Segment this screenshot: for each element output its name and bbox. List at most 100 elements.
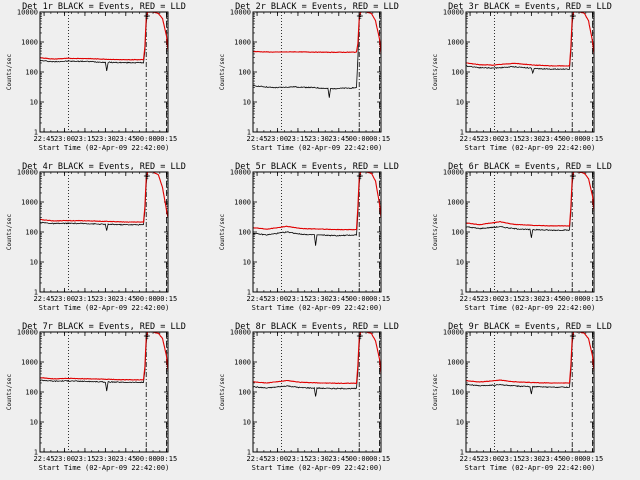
- y-tick-label: 100: [451, 229, 464, 237]
- x-tick-label: 22:45: [247, 295, 268, 303]
- y-axis-label: Counts/sec: [6, 374, 13, 411]
- panel-title: Det 5r BLACK = Events, RED = LLD: [235, 162, 399, 172]
- x-tick-label: 23:00: [480, 135, 501, 143]
- series-line-events: [253, 12, 361, 98]
- x-tick-label: 22:45: [247, 135, 268, 143]
- y-tick-label: 10000: [17, 9, 38, 17]
- x-tick-label: 23:30: [308, 135, 329, 143]
- y-tick-label: 10: [243, 259, 251, 267]
- plot-area: [40, 172, 168, 292]
- detector-panel-1: Det 1r BLACK = Events, RED = LLD Counts/s…: [6, 2, 186, 152]
- plot-area: [466, 332, 594, 452]
- x-tick-label: 22:45: [460, 135, 481, 143]
- y-tick-label: 100: [238, 69, 251, 77]
- panel-title: Det 4r BLACK = Events, RED = LLD: [22, 162, 186, 172]
- y-tick-label: 1000: [21, 359, 38, 367]
- y-tick-label: 1000: [21, 199, 38, 207]
- panel-title: Det 2r BLACK = Events, RED = LLD: [235, 2, 399, 12]
- series-line-events: [40, 332, 148, 392]
- plot-area: [253, 332, 381, 452]
- y-tick-label: 10: [456, 259, 464, 267]
- x-tick-label: 23:30: [95, 295, 116, 303]
- x-tick-label: 22:45: [34, 295, 55, 303]
- x-tick-label: 00:15: [369, 455, 390, 463]
- x-tick-label: 22:45: [460, 455, 481, 463]
- x-tick-label: 00:00: [136, 295, 157, 303]
- plot-frame: [465, 11, 595, 133]
- detector-panel-6: Det 6r BLACK = Events, RED = LLD Counts/s…: [432, 162, 612, 312]
- marker-label: E: [571, 14, 575, 21]
- marker-label: E: [145, 14, 149, 21]
- x-axis-label: Start Time (02-Apr-09 22:42:00): [252, 144, 383, 152]
- y-axis-label: Counts/sec: [219, 214, 226, 251]
- series-line-lld: [253, 12, 381, 54]
- x-tick-label: 00:00: [562, 455, 583, 463]
- x-tick-label: 23:30: [521, 135, 542, 143]
- y-tick-label: 1000: [447, 199, 464, 207]
- series-line-events: [253, 172, 361, 246]
- x-tick-label: 23:45: [541, 455, 562, 463]
- y-tick-label: 100: [25, 389, 38, 397]
- detector-panel-9: Det 9r BLACK = Events, RED = LLD Counts/s…: [432, 322, 612, 472]
- panel-title: Det 8r BLACK = Events, RED = LLD: [235, 322, 399, 332]
- x-tick-label: 23:00: [267, 455, 288, 463]
- panel-title: Det 3r BLACK = Events, RED = LLD: [448, 2, 612, 12]
- series-line-events: [466, 172, 574, 238]
- marker-label: E: [358, 14, 362, 21]
- x-tick-label: 23:15: [287, 455, 308, 463]
- plot-frame: [252, 171, 382, 293]
- marker-label: E: [145, 174, 149, 181]
- y-tick-label: 100: [25, 69, 38, 77]
- y-tick-label: 1000: [234, 199, 251, 207]
- panel-grid: Det 1r BLACK = Events, RED = LLD Counts/s…: [6, 2, 612, 472]
- y-tick-label: 1000: [234, 359, 251, 367]
- y-axis-label: Counts/sec: [432, 54, 439, 91]
- plot-frame: [465, 331, 595, 453]
- y-tick-label: 10000: [17, 169, 38, 177]
- x-tick-label: 23:30: [95, 455, 116, 463]
- x-tick-label: 23:30: [308, 455, 329, 463]
- y-tick-label: 1: [34, 129, 38, 137]
- detector-panel-3: Det 3r BLACK = Events, RED = LLD Counts/s…: [432, 2, 612, 152]
- x-tick-label: 23:45: [115, 135, 136, 143]
- x-tick-label: 23:45: [328, 135, 349, 143]
- y-tick-label: 10000: [443, 169, 464, 177]
- y-tick-label: 100: [451, 69, 464, 77]
- y-tick-label: 10: [456, 419, 464, 427]
- x-tick-label: 23:15: [500, 455, 521, 463]
- x-tick-label: 23:00: [267, 135, 288, 143]
- x-tick-label: 23:15: [74, 455, 95, 463]
- x-tick-label: 23:45: [115, 295, 136, 303]
- y-tick-label: 10000: [230, 9, 251, 17]
- x-axis-label: Start Time (02-Apr-09 22:42:00): [252, 464, 383, 472]
- x-tick-label: 00:15: [156, 135, 177, 143]
- plot-frame: [39, 331, 169, 453]
- x-tick-label: 00:15: [369, 295, 390, 303]
- x-tick-label: 23:00: [54, 295, 75, 303]
- plot-frame: [252, 11, 382, 133]
- y-tick-label: 100: [238, 229, 251, 237]
- x-tick-label: 23:30: [521, 295, 542, 303]
- x-tick-label: 23:00: [267, 295, 288, 303]
- detector-panel-2: Det 2r BLACK = Events, RED = LLD Counts/s…: [219, 2, 399, 152]
- panel-title: Det 7r BLACK = Events, RED = LLD: [22, 322, 186, 332]
- x-axis-label: Start Time (02-Apr-09 22:42:00): [465, 144, 596, 152]
- detector-panel-7: Det 7r BLACK = Events, RED = LLD Counts/s…: [6, 322, 186, 472]
- panel-title: Det 9r BLACK = Events, RED = LLD: [448, 322, 612, 332]
- x-tick-label: 22:45: [34, 455, 55, 463]
- series-line-lld: [253, 332, 381, 385]
- marker-label: E: [571, 334, 575, 341]
- x-tick-label: 00:00: [136, 135, 157, 143]
- y-tick-label: 10000: [443, 9, 464, 17]
- x-tick-label: 00:00: [349, 295, 370, 303]
- y-axis-label: Counts/sec: [432, 374, 439, 411]
- x-tick-label: 23:30: [95, 135, 116, 143]
- y-tick-label: 10000: [230, 169, 251, 177]
- y-tick-label: 1: [460, 449, 464, 457]
- x-tick-label: 23:15: [74, 135, 95, 143]
- x-tick-label: 23:45: [328, 295, 349, 303]
- x-axis-label: Start Time (02-Apr-09 22:42:00): [39, 464, 170, 472]
- x-tick-label: 23:15: [500, 295, 521, 303]
- marker-label: E: [358, 334, 362, 341]
- y-tick-label: 10: [30, 259, 38, 267]
